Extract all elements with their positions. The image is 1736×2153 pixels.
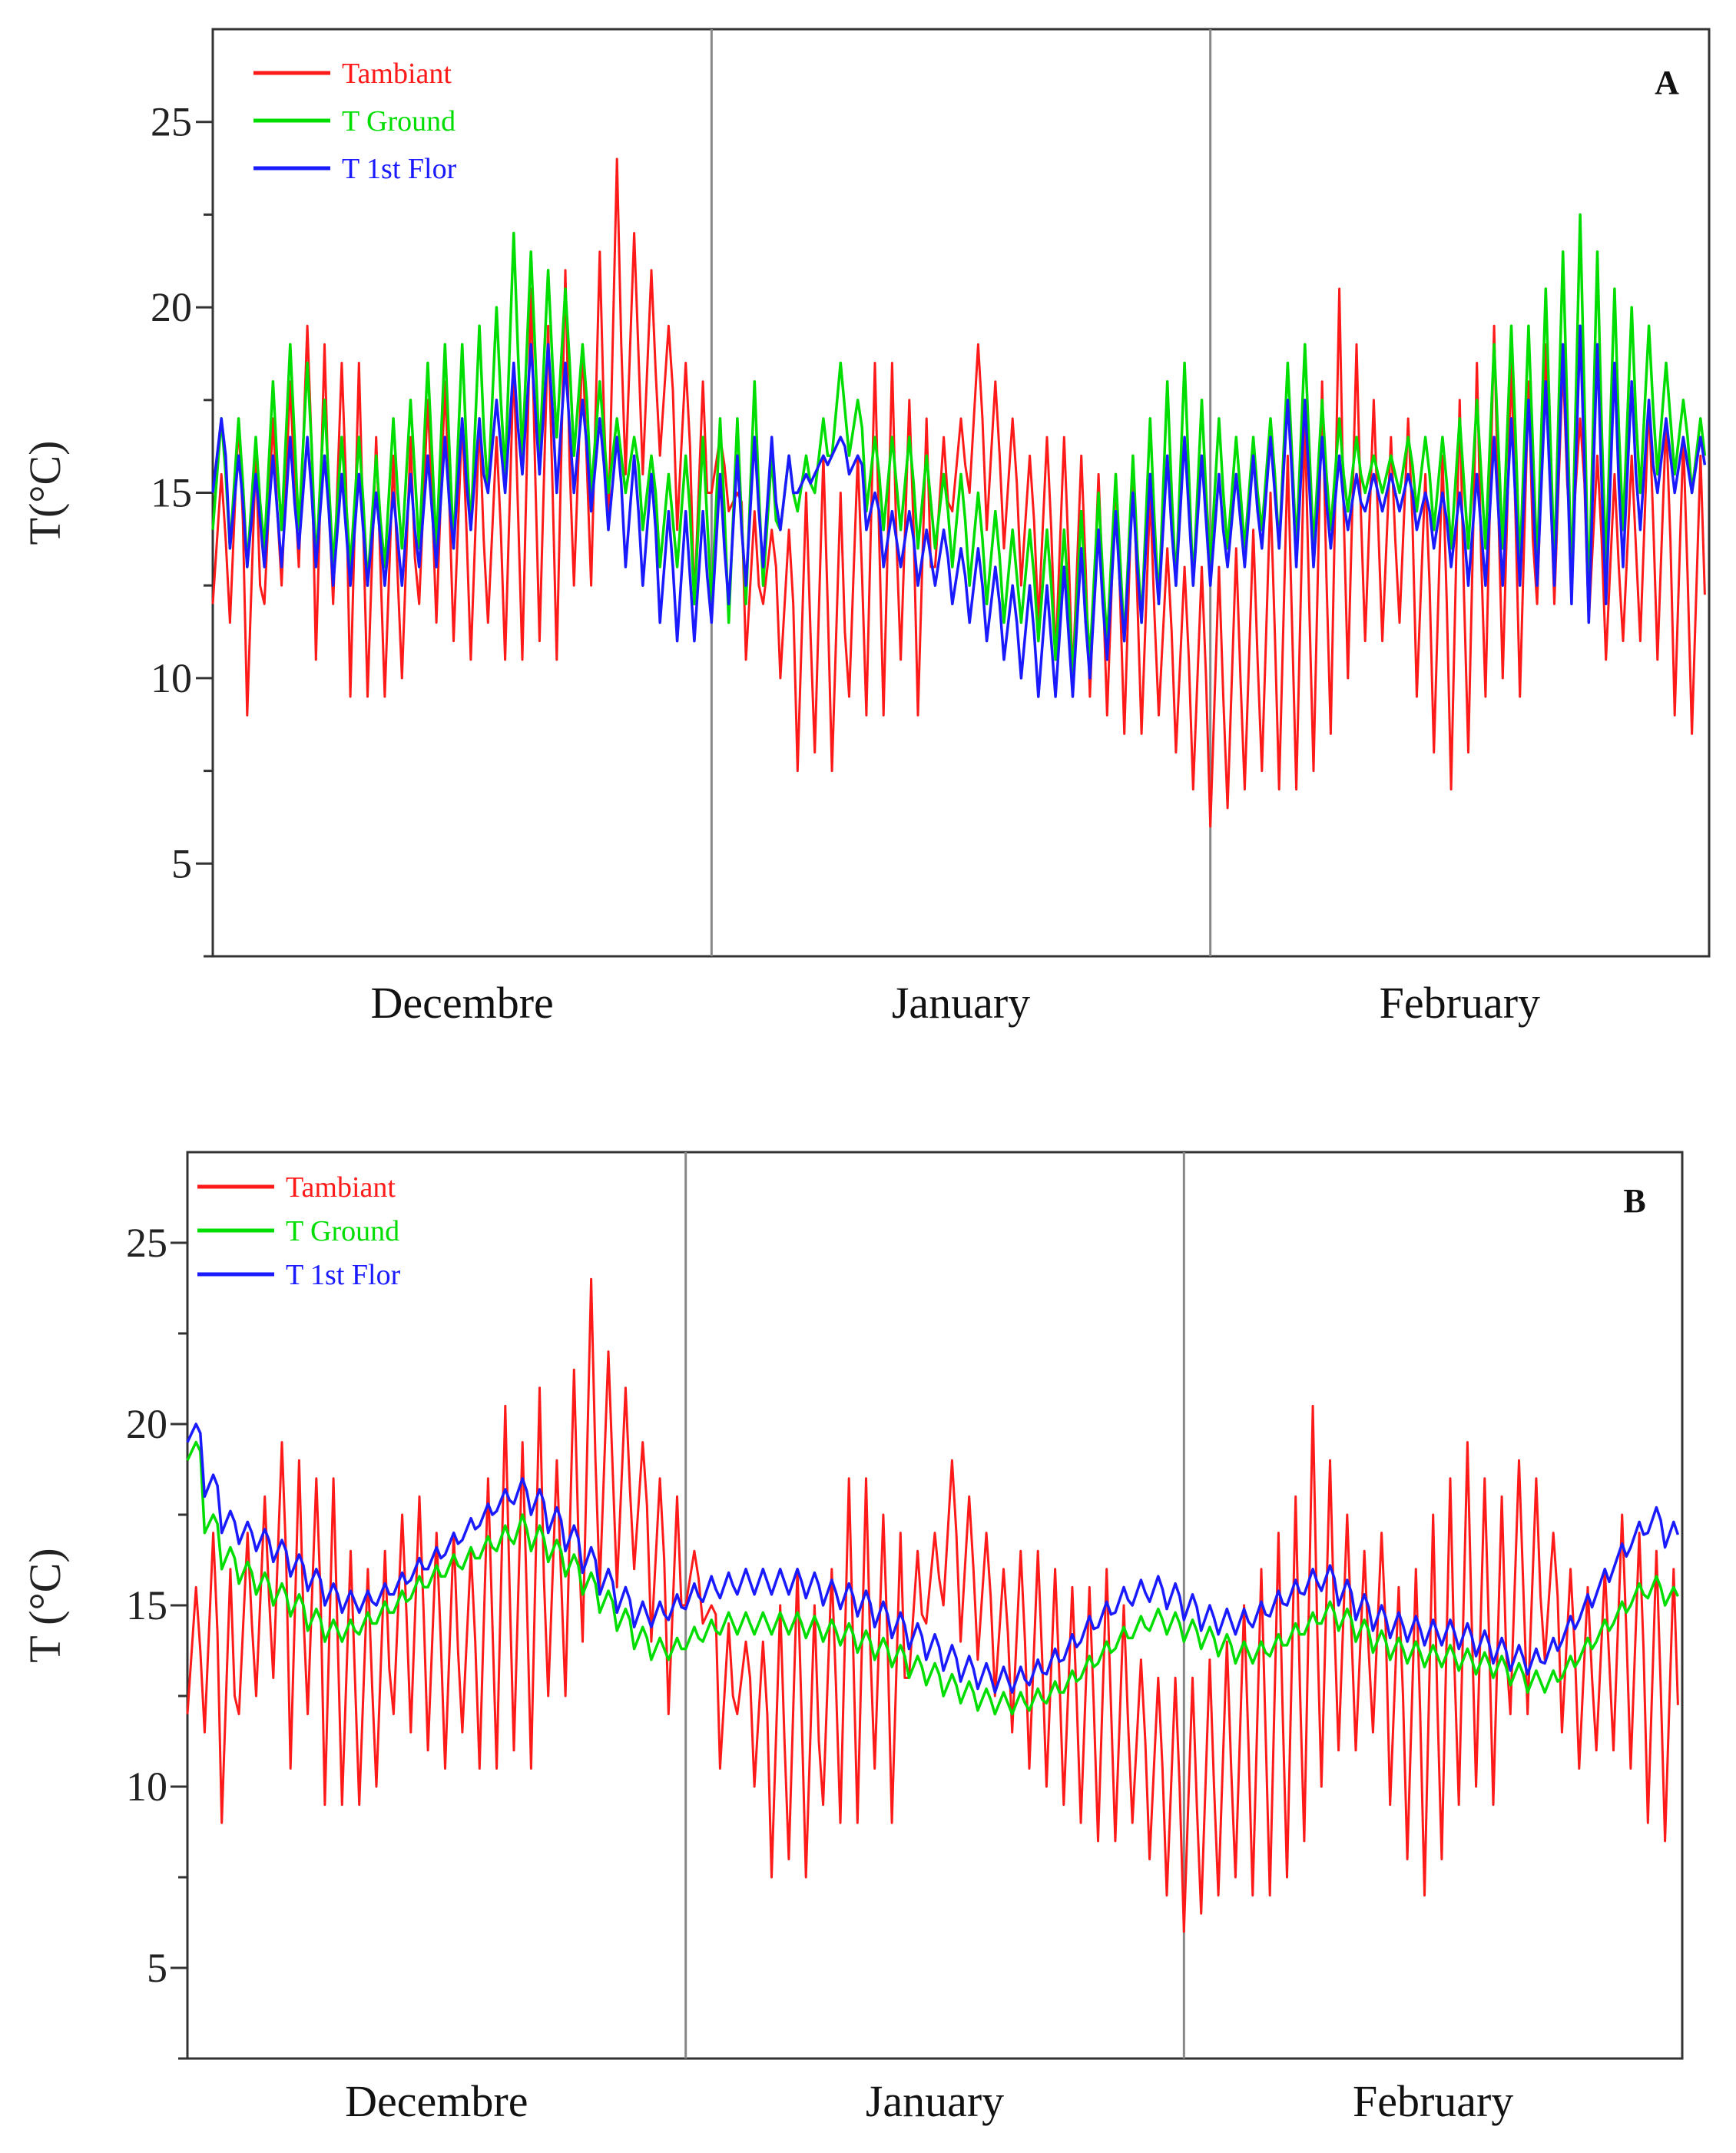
legend-label: Tambiant	[342, 58, 452, 90]
panel-label: B	[1623, 1182, 1645, 1220]
y-tick-label: 10	[126, 1764, 167, 1810]
y-tick-label: 5	[147, 1945, 167, 1991]
x-month-label: Decembre	[345, 2076, 528, 2126]
x-month-label: January	[892, 978, 1030, 1028]
series-line-t-ground	[186, 1440, 1679, 1716]
legend-label: T Ground	[342, 105, 456, 137]
series-line-t-1st-flor	[186, 1423, 1680, 1694]
y-axis-title: T (°C)	[20, 1548, 70, 1662]
x-month-label: February	[1353, 2076, 1513, 2126]
x-month-label: January	[866, 2076, 1004, 2126]
y-tick-label: 25	[126, 1220, 167, 1266]
y-tick-label: 10	[151, 655, 192, 701]
chart-panel-a: 5 10 15 20 25 T(°C) Decembre January February Tam…	[20, 28, 1711, 1028]
series-line-t-ground	[211, 213, 1707, 680]
y-axis-title: T(°C)	[20, 441, 70, 545]
legend-label: T 1st Flor	[286, 1259, 401, 1291]
y-tick-label: 20	[151, 284, 192, 330]
chart-panel-b: 5 10 15 20 25 T (°C) Decembre January February Ta…	[20, 1151, 1684, 2126]
x-month-label: February	[1380, 978, 1540, 1028]
y-tick-label: 15	[126, 1582, 167, 1628]
series-line-t-1st-flor	[211, 324, 1707, 698]
x-month-label: Decembre	[371, 978, 554, 1028]
legend-label: T Ground	[286, 1215, 399, 1247]
y-tick-label: 5	[171, 840, 192, 886]
series-line-tambiant	[186, 1277, 1679, 1933]
legend-label: Tambiant	[286, 1171, 396, 1204]
y-tick-label: 15	[151, 470, 192, 516]
panel-label: A	[1655, 64, 1679, 101]
y-tick-label: 20	[126, 1401, 167, 1447]
plot-frame	[186, 1151, 1684, 2060]
y-tick-label: 25	[151, 99, 192, 145]
legend-label: T 1st Flor	[342, 153, 457, 185]
